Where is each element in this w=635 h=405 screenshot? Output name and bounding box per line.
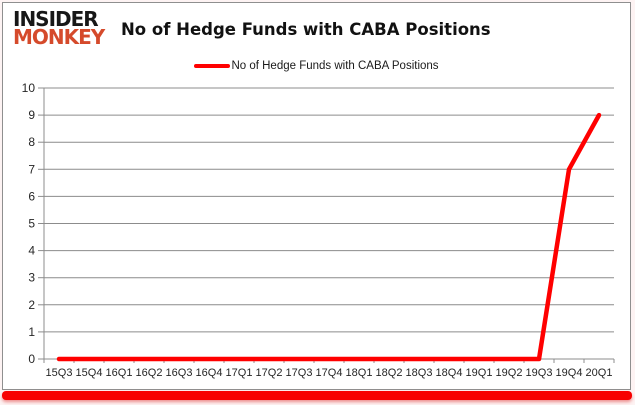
x-axis-label-19Q1: 19Q1 (466, 367, 493, 379)
y-axis-label-2: 2 (28, 298, 35, 312)
y-axis-label-6: 6 (28, 189, 35, 203)
legend: No of Hedge Funds with CABA Positions (3, 60, 630, 72)
x-axis-label-16Q3: 16Q3 (166, 367, 193, 379)
insider-monkey-logo: INSIDER MONKEY (13, 7, 117, 50)
x-axis-label-15Q4: 15Q4 (76, 367, 103, 379)
x-axis-label-19Q3: 19Q3 (526, 367, 553, 379)
bottom-red-bar (2, 391, 632, 400)
x-axis-label-17Q1: 17Q1 (226, 367, 253, 379)
x-axis-label-17Q4: 17Q4 (316, 367, 343, 379)
y-axis-label-1: 1 (28, 325, 35, 339)
y-axis-label-3: 3 (28, 271, 35, 285)
logo-monkey-text: MONKEY (13, 25, 105, 50)
y-axis-label-8: 8 (28, 135, 35, 149)
chart-header: INSIDER MONKEY No of Hedge Funds with CA… (13, 7, 491, 50)
plot-area: 0 1 2 3 4 5 6 7 8 9 10 15Q3 15Q4 16Q1 16Q2 16Q3 16Q4 17Q1… (22, 81, 615, 379)
x-axis-label-19Q2: 19Q2 (496, 367, 523, 379)
x-axis-label-18Q2: 18Q2 (376, 367, 403, 379)
y-axis-label-4: 4 (28, 244, 35, 258)
x-axis-label-16Q4: 16Q4 (196, 367, 223, 379)
x-axis-label-17Q3: 17Q3 (286, 367, 313, 379)
chart-title: No of Hedge Funds with CABA Positions (121, 19, 491, 39)
x-axis-label-15Q3: 15Q3 (46, 367, 73, 379)
y-axis-label-7: 7 (28, 162, 35, 176)
x-axis-label-16Q1: 16Q1 (106, 367, 133, 379)
x-axis-label-19Q4: 19Q4 (556, 367, 583, 379)
y-axis-label-10: 10 (22, 81, 36, 95)
y-axis-label-9: 9 (28, 108, 35, 122)
x-axis-label-20Q1: 20Q1 (586, 367, 613, 379)
x-axis-label-16Q2: 16Q2 (136, 367, 163, 379)
logo-insider-text: INSIDER (13, 7, 99, 31)
y-axis-label-0: 0 (28, 352, 35, 366)
x-axis-label-17Q2: 17Q2 (256, 367, 283, 379)
chart-panel: 0 1 2 3 4 5 6 7 8 9 10 15Q3 15Q4 16Q1 16Q2 16Q3 16Q4 17Q1… (2, 2, 631, 390)
legend-label: No of Hedge Funds with CABA Positions (231, 60, 439, 72)
legend-line-swatch (194, 64, 231, 68)
y-axis-label-5: 5 (28, 217, 35, 231)
data-line-no-of-hedge-funds-with-caba-positions (56, 112, 602, 362)
x-axis-label-18Q4: 18Q4 (436, 367, 463, 379)
x-axis-label-18Q3: 18Q3 (406, 367, 433, 379)
x-axis-label-18Q1: 18Q1 (346, 367, 373, 379)
